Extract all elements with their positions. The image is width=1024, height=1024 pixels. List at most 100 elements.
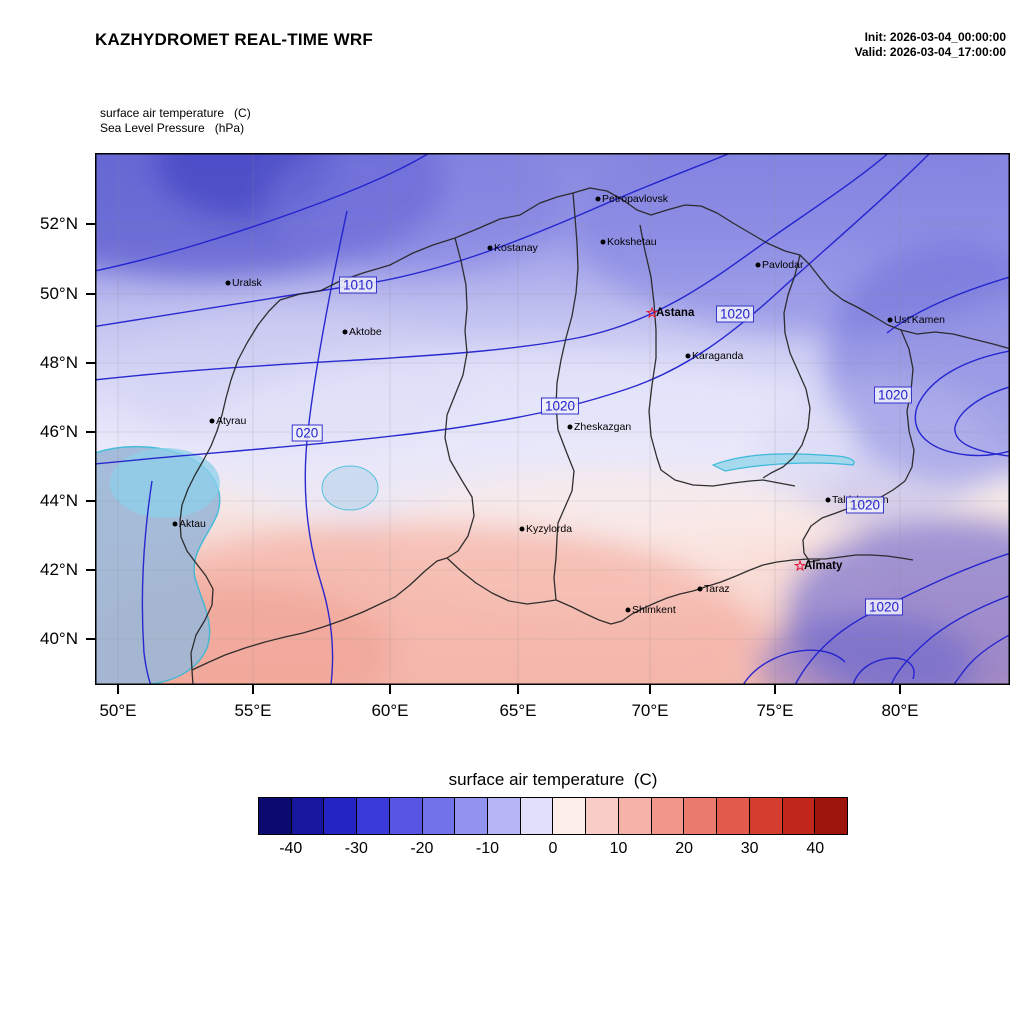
city-label: Astana	[656, 307, 695, 319]
lon-tick-label: 60°E	[371, 701, 409, 720]
lon-tick-mark	[774, 685, 776, 694]
city-dot-icon	[685, 353, 691, 359]
colorbar	[258, 797, 848, 835]
lat-tick-mark	[86, 293, 95, 295]
colorbar-segment	[421, 798, 455, 834]
colorbar-tick-label: -30	[344, 840, 368, 857]
temperature-field-blobs	[95, 153, 1010, 685]
lat-tick-mark	[86, 500, 95, 502]
colorbar-segment	[650, 798, 684, 834]
pressure-label: 1010	[338, 276, 378, 294]
colorbar-tick-label: 40	[806, 840, 825, 857]
colorbar-segment	[290, 798, 324, 834]
lat-tick-mark	[86, 431, 95, 433]
colorbar-segment	[781, 798, 815, 834]
colorbar-tick-label: -20	[410, 840, 434, 857]
colorbar-segment	[585, 798, 618, 834]
pressure-label: 1020	[715, 305, 755, 323]
lat-tick-mark	[86, 223, 95, 225]
valid-time: Valid: 2026-03-04_17:00:00	[854, 45, 1006, 59]
colorbar-segment	[388, 798, 422, 834]
map-canvas	[95, 153, 1010, 685]
city-label: Almaty	[804, 560, 843, 572]
lat-tick-label: 48°N	[40, 353, 78, 372]
pressure-label: 020	[291, 424, 323, 442]
colorbar-segment	[323, 798, 357, 834]
city-label: Zheskazgan	[574, 421, 632, 433]
city-dot-icon	[595, 196, 601, 202]
city-dot-icon	[172, 521, 178, 527]
city-label: Kokshetau	[607, 236, 657, 248]
page-title: KAZHYDROMET REAL-TIME WRF	[95, 30, 373, 49]
map-panel: Petropavlovsk Kostanay Kokshetau Pavlodar Ur…	[95, 153, 1010, 685]
city-label: Shimkent	[632, 604, 676, 616]
lat-tick-label: 44°N	[40, 491, 78, 510]
map-overlays: Petropavlovsk Kostanay Kokshetau Pavlodar Ur…	[95, 153, 1010, 685]
pressure-label: 1020	[873, 386, 913, 404]
colorbar-segment	[487, 798, 520, 834]
city-label: Taraz	[704, 583, 730, 595]
lat-tick-label: 50°N	[40, 284, 78, 303]
pressure-label: 1020	[540, 397, 580, 415]
colorbar-segment	[259, 798, 291, 834]
city-dot-icon	[487, 245, 493, 251]
colorbar-tick-label: 0	[548, 840, 558, 857]
lon-tick-mark	[649, 685, 651, 694]
colorbar-segment	[683, 798, 717, 834]
lat-tick-label: 40°N	[40, 629, 78, 648]
colorbar-tick-label: 30	[740, 840, 759, 857]
lon-tick-label: 50°E	[99, 701, 137, 720]
pressure-label: 1020	[864, 598, 904, 616]
colorbar-tick-label: 10	[609, 840, 628, 857]
city-dot-icon	[825, 497, 831, 503]
lat-tick-mark	[86, 638, 95, 640]
city-label: Karaganda	[692, 350, 744, 362]
lat-tick-mark	[86, 569, 95, 571]
city-dot-icon	[600, 239, 606, 245]
legend: surface air temperature (C) -40 -30 -20 -10…	[258, 770, 848, 868]
colorbar-segment	[356, 798, 389, 834]
capital-star-icon: ☆	[645, 304, 659, 321]
caspian-shelf	[110, 448, 220, 518]
lon-tick-mark	[389, 685, 391, 694]
city-dot-icon	[342, 329, 348, 335]
colorbar-segment	[748, 798, 782, 834]
city-dot-icon	[887, 317, 893, 323]
city-label: Aktobe	[349, 326, 382, 338]
colorbar-segment	[617, 798, 651, 834]
colorbar-ticks: -40 -30 -20 -10 0 10 20 30 40	[258, 840, 848, 868]
lon-tick-mark	[117, 685, 119, 694]
colorbar-segment	[552, 798, 586, 834]
init-time: Init: 2026-03-04_00:00:00	[864, 30, 1006, 44]
map-frame	[95, 153, 1010, 685]
colorbar-tick-label: 20	[675, 840, 694, 857]
lon-tick-label: 55°E	[234, 701, 272, 720]
field-line-1: surface air temperature (C)	[100, 106, 251, 120]
city-dot-icon	[697, 586, 703, 592]
water-bodies	[95, 445, 855, 685]
city-dot-icon	[225, 280, 231, 286]
city-label: Atyrau	[216, 415, 247, 427]
lat-tick-mark	[86, 362, 95, 364]
city-dot-icon	[755, 262, 761, 268]
city-dot-icon	[519, 526, 525, 532]
lon-tick-label: 65°E	[499, 701, 537, 720]
city-label: Pavlodar	[762, 259, 804, 271]
city-label: Kostanay	[494, 242, 538, 254]
lat-tick-label: 42°N	[40, 560, 78, 579]
graticule	[95, 153, 1010, 685]
city-dot-icon	[567, 424, 573, 430]
lon-tick-mark	[517, 685, 519, 694]
colorbar-tick-label: -10	[475, 840, 499, 857]
lon-tick-mark	[252, 685, 254, 694]
aral-sea	[321, 465, 379, 511]
city-label: Ust'Kamen	[894, 314, 946, 326]
capital-star-icon: ☆	[793, 557, 807, 574]
field-info: surface air temperature (C) Sea Level Pr…	[100, 106, 251, 136]
lat-tick-label: 46°N	[40, 422, 78, 441]
city-label: Petropavlovsk	[602, 193, 668, 205]
pressure-label: 1020	[845, 496, 885, 514]
city-label: Aktau	[179, 518, 206, 530]
city-dot-icon	[209, 418, 215, 424]
colorbar-segment	[814, 798, 847, 834]
